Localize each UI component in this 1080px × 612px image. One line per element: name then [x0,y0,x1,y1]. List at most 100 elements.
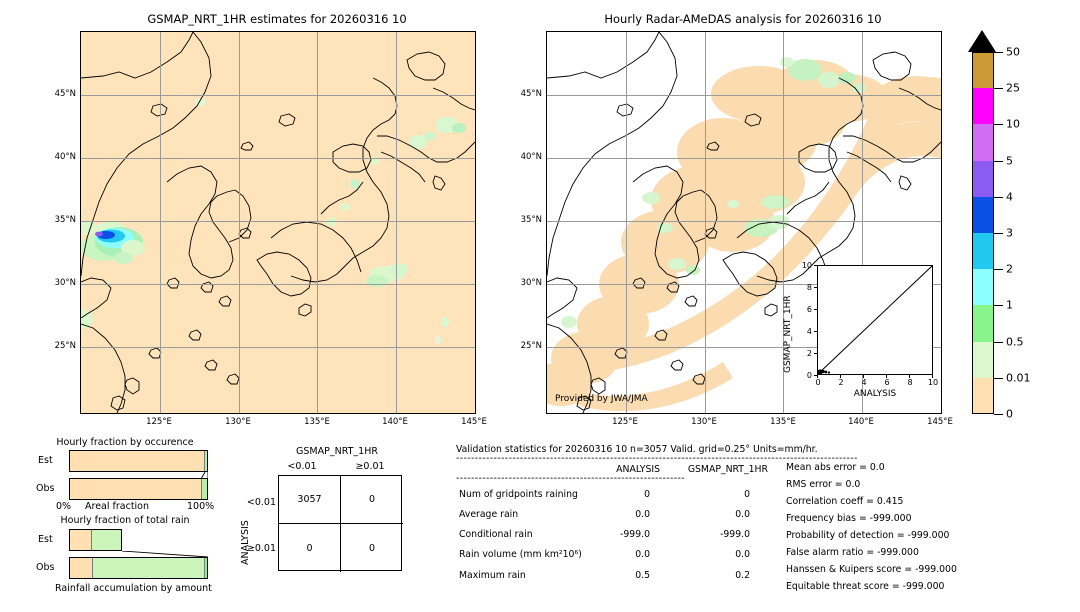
amount-axis-label: Rainfall accumulation by amount [55,583,212,594]
colorbar-tick-label: 5 [1006,154,1013,168]
map-gridline-horizontal [81,347,475,348]
map-gridline-horizontal [81,95,475,96]
lat-tick-label: 40°N [54,152,76,162]
validation-row-analysis: 0.0 [635,549,650,560]
map-gridline-vertical [862,32,864,413]
scatter-y-axis-label: GSMAP_NRT_1HR [783,295,793,373]
colorbar-tick [994,196,1003,198]
contingency-table[interactable]: 3057 0 0 0 [278,475,403,572]
validation-row-analysis: -999.0 [620,529,650,540]
score-line: Correlation coeff = 0.415 [786,496,904,507]
bar-segment [203,451,207,471]
occurrence-bar-obs[interactable] [69,478,208,500]
right-panel-title: Hourly Radar-AMeDAS analysis for 2026031… [604,12,882,26]
map-gridline-horizontal [547,95,941,96]
scatter-xtick-label: 2 [838,378,844,387]
scatter-ytick-label: 0 [806,371,812,380]
scatter-content [817,265,933,375]
map-gridline-horizontal [81,284,475,285]
map-gridline-horizontal [81,221,475,222]
colorbar-tick [994,124,1003,126]
validation-row-label: Conditional rain [459,529,533,540]
validation-row-analysis: 0.5 [635,570,650,581]
lon-tick-label: 125°E [146,417,172,427]
colorbar-tick-label: 2 [1006,262,1013,276]
contingency-col-header: ≥0.01 [355,461,385,472]
scatter-ytick [814,309,817,310]
lat-tick-label: 35°N [520,215,542,225]
map-gridline-vertical [317,32,319,413]
amount-row-label: Est [38,534,53,545]
bar-segment-divider [204,558,206,578]
lat-tick-label: 45°N [54,89,76,99]
bar-segment [91,530,121,550]
colorbar[interactable] [972,52,994,414]
colorbar-tick [994,414,1003,415]
amount-bar-est[interactable] [69,529,122,551]
lon-tick-label: 140°E [848,417,874,427]
gsmap-estimate-map[interactable] [80,31,476,414]
table-divider-vertical [340,476,341,572]
score-line: Frequency bias = -999.000 [786,513,912,524]
amount-chart-title: Hourly fraction of total rain [60,515,190,526]
colorbar-frame [972,52,994,414]
validation-row-label: Num of gridpoints raining [459,489,578,500]
validation-row-analysis: 0 [644,489,650,500]
scatter-inset-plot[interactable] [817,265,933,375]
validation-row-gsmap: -999.0 [720,529,750,540]
lon-tick-label: 125°E [612,417,638,427]
occurrence-axis-label: Areal fraction [85,501,150,512]
scatter-xtick [840,375,841,378]
colorbar-segment [972,341,994,378]
colorbar-tick [994,160,1003,162]
validation-row-gsmap: 0.0 [735,509,750,520]
colorbar-tick [994,269,1003,271]
radar-coverage-band [547,60,941,412]
amount-connector [121,551,209,557]
colorbar-tick [994,305,1003,307]
lon-tick-label: 135°E [304,417,330,427]
radar-amedas-analysis-map[interactable]: Provided by JWA/JMA 0 2 4 6 8 10 0 2 4 6… [546,31,942,414]
scatter-ytick-label: 4 [806,327,812,336]
colorbar-tick [994,52,1003,53]
validation-row-analysis: 0.0 [635,509,650,520]
scatter-xtick-label: 8 [907,378,913,387]
map-gridline-horizontal [547,158,941,159]
validation-row-label: Average rain [459,509,519,520]
scatter-ytick-label: 10 [801,261,812,270]
score-line: False alarm ratio = -999.000 [786,547,919,558]
scatter-ytick [814,375,817,376]
colorbar-segment [972,269,994,306]
bar-segment [204,558,207,578]
validation-row-label: Rain volume (mm km²10⁶) [459,549,582,560]
bar-segment-divider [91,530,93,550]
colorbar-tick [994,88,1003,90]
validation-divider: ----------------------------------------… [456,473,686,484]
bar-segment [70,479,201,499]
colorbar-tick [994,341,1003,343]
lat-tick-label: 45°N [520,89,542,99]
occurrence-row-label: Obs [36,483,55,494]
lon-tick-label: 135°E [770,417,796,427]
bar-segment-divider [91,558,93,578]
validation-row-gsmap: 0.2 [735,570,750,581]
coastline-paths [81,32,475,413]
amount-bar-obs[interactable] [69,557,208,579]
contingency-cell: 3057 [297,494,322,505]
lat-tick-label: 30°N [54,278,76,288]
map-gridline-vertical [396,32,398,413]
occurrence-bar-est[interactable] [69,450,208,472]
occurrence-axis-max-label: 100% [187,501,215,512]
colorbar-segment [972,233,994,270]
colorbar-tick-label: 10 [1006,117,1020,131]
colorbar-tick-label: 1 [1006,298,1013,312]
bar-segment [200,479,207,499]
validation-row-label: Maximum rain [459,570,526,581]
colorbar-segment [972,160,994,197]
scatter-ytick [814,265,817,266]
contingency-cell: 0 [306,542,313,554]
colorbar-tick-label: 25 [1006,81,1020,95]
colorbar-segment [972,196,994,233]
map-gridline-vertical [238,32,240,413]
scatter-xtick-label: 6 [884,378,890,387]
